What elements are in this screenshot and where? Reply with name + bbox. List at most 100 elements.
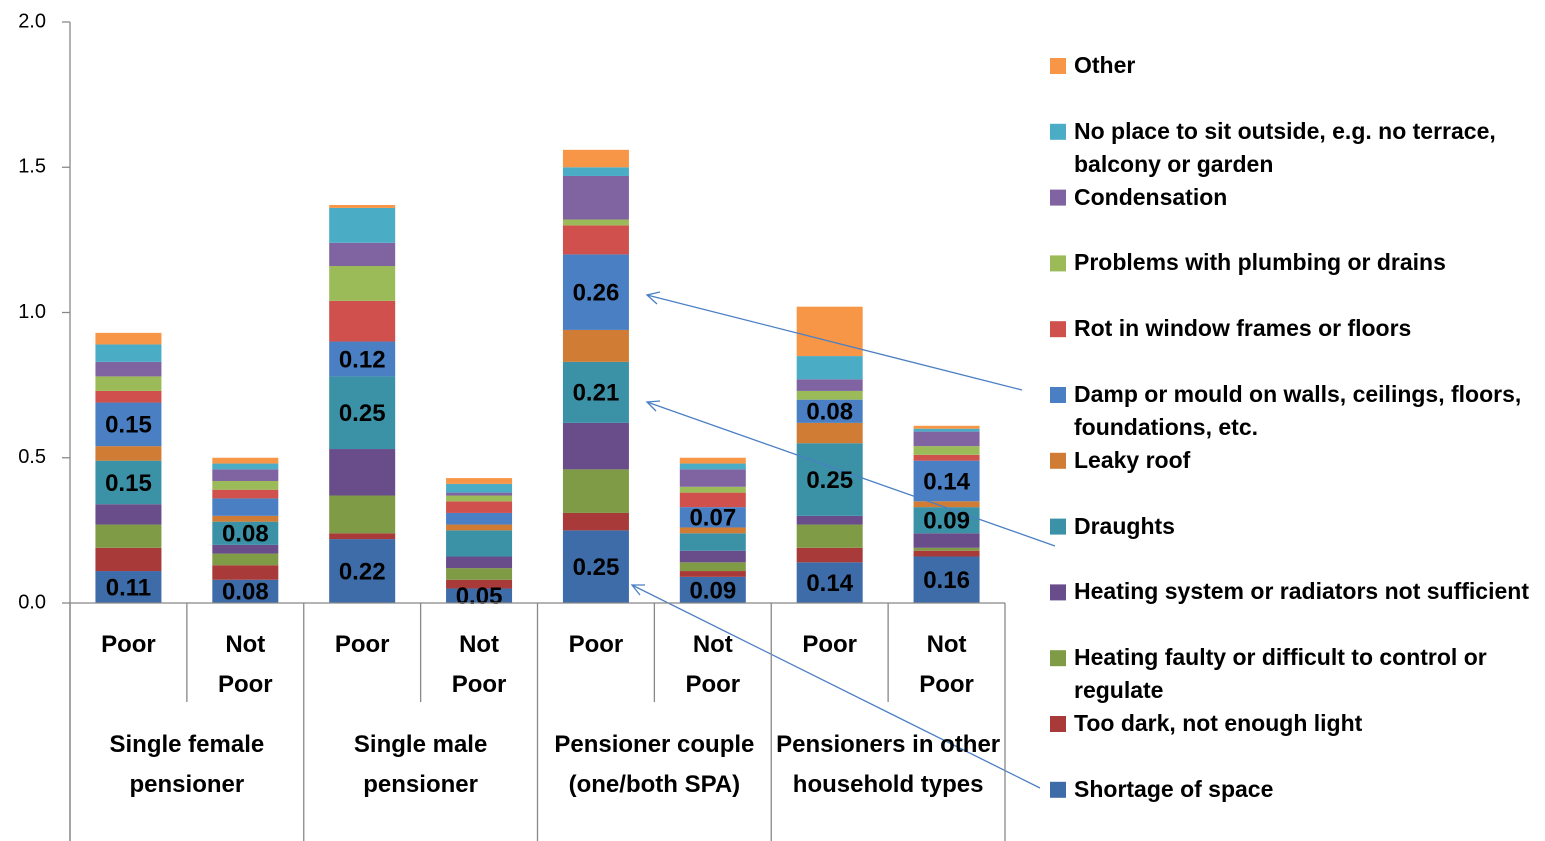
group-label: Single male pensioner <box>353 731 488 798</box>
bar-segment <box>329 539 396 603</box>
x-tick-label: Not Poor <box>217 631 273 698</box>
bar-segment <box>679 463 746 470</box>
x-tick-label: Poor <box>568 631 624 658</box>
data-label: 0.25 <box>339 400 386 427</box>
bar-segment <box>796 547 863 563</box>
bar-segment <box>913 547 980 551</box>
group-label: Pensioner couple (one/both SPA) <box>554 731 755 798</box>
y-tick-label: 1.0 <box>18 301 46 323</box>
bar-segment <box>95 504 162 525</box>
bar-segment <box>329 207 396 243</box>
legend-swatch <box>1050 387 1066 403</box>
legend-swatch <box>1050 452 1066 469</box>
bar-segment <box>679 571 746 577</box>
bar-segment <box>212 544 279 554</box>
bar-segment <box>679 507 746 528</box>
legend-swatch <box>1050 321 1066 338</box>
bar-segment <box>329 300 396 342</box>
bar-segment <box>329 376 396 450</box>
bar-segment <box>329 266 396 301</box>
y-tick-label: 2.0 <box>18 10 46 32</box>
bar-segment <box>796 524 863 548</box>
legend-swatch <box>1050 58 1066 74</box>
bar-segment <box>562 329 629 362</box>
arrow-head <box>630 584 645 596</box>
bar-segment <box>212 480 279 490</box>
bar-segment <box>562 469 629 513</box>
bar-segment <box>212 469 279 481</box>
legend-swatch <box>1050 584 1066 601</box>
bar-segment <box>446 478 513 484</box>
bar-segment <box>913 533 980 548</box>
bar-segment <box>913 556 980 603</box>
bar-segment <box>796 306 863 357</box>
bar-segment <box>95 332 162 345</box>
bar-segment <box>446 579 513 589</box>
bar-segment <box>679 492 746 508</box>
data-label: 0.22 <box>339 558 386 585</box>
bar-segment <box>913 460 980 502</box>
data-label: 0.11 <box>106 574 151 601</box>
legend-swatch <box>1050 716 1066 732</box>
bar-segment <box>679 457 746 464</box>
arrow-head <box>645 291 661 305</box>
bar-segment <box>446 556 513 569</box>
arrow-head <box>645 400 661 412</box>
bar-segment <box>679 550 746 563</box>
bar-segment <box>913 428 980 432</box>
bar-segment <box>796 422 863 444</box>
data-label: 0.08 <box>222 521 269 548</box>
bar-segment <box>212 489 279 499</box>
data-label: 0.12 <box>339 346 386 373</box>
bar-segment <box>796 390 863 400</box>
bar-segment <box>679 469 746 487</box>
bar-segment <box>562 422 629 470</box>
bar-segment <box>212 515 279 522</box>
bar-segment <box>679 486 746 493</box>
bar-segment <box>329 449 396 496</box>
data-label: 0.25 <box>806 467 853 494</box>
bar-segment <box>95 376 162 391</box>
x-tick-label: Poor <box>802 631 858 658</box>
bar-segment <box>212 457 279 464</box>
annotation-arrows <box>630 291 1056 789</box>
legend-swatch <box>1050 650 1066 667</box>
x-tick-label: Not Poor <box>685 631 741 698</box>
bar-segment <box>212 553 279 566</box>
bar-segment <box>95 344 162 362</box>
y-tick-label: 0.5 <box>18 446 46 468</box>
legend-label: Shortage of space <box>1074 775 1274 802</box>
bar-segment <box>796 443 863 516</box>
bar-segment <box>212 579 279 603</box>
legend-label: Heating faulty or difficult to control o… <box>1074 644 1487 704</box>
bar-segment <box>562 225 629 255</box>
bar-segment <box>446 483 513 493</box>
bar-segment <box>95 524 162 548</box>
data-label: 0.16 <box>923 567 970 594</box>
data-label: 0.15 <box>105 470 152 497</box>
legend-label: Damp or mould on walls, ceilings, floors… <box>1074 381 1522 440</box>
bar-segment <box>562 219 629 226</box>
bar-segment <box>95 460 162 505</box>
bar-segment <box>95 547 162 572</box>
data-label: 0.26 <box>573 280 620 307</box>
x-tick-label: Poor <box>334 631 390 658</box>
bar-segment <box>446 501 513 513</box>
legend-label: Problems with plumbing or drains <box>1074 249 1446 276</box>
bar-segment <box>562 175 629 220</box>
legend-label: Condensation <box>1074 183 1228 210</box>
bar-segment <box>329 341 396 377</box>
bar-segment <box>212 498 279 516</box>
bar-segment <box>95 446 162 461</box>
legend-label: Draughts <box>1074 512 1175 539</box>
bar-segment <box>446 492 513 496</box>
bar-segment <box>329 533 396 540</box>
bar-segment <box>679 576 746 603</box>
bar-segment <box>562 530 629 603</box>
data-label: 0.09 <box>923 508 970 535</box>
bar-segment <box>212 565 279 580</box>
bar-segment <box>796 399 863 423</box>
legend-label: Heating system or radiators not sufficie… <box>1074 578 1529 605</box>
